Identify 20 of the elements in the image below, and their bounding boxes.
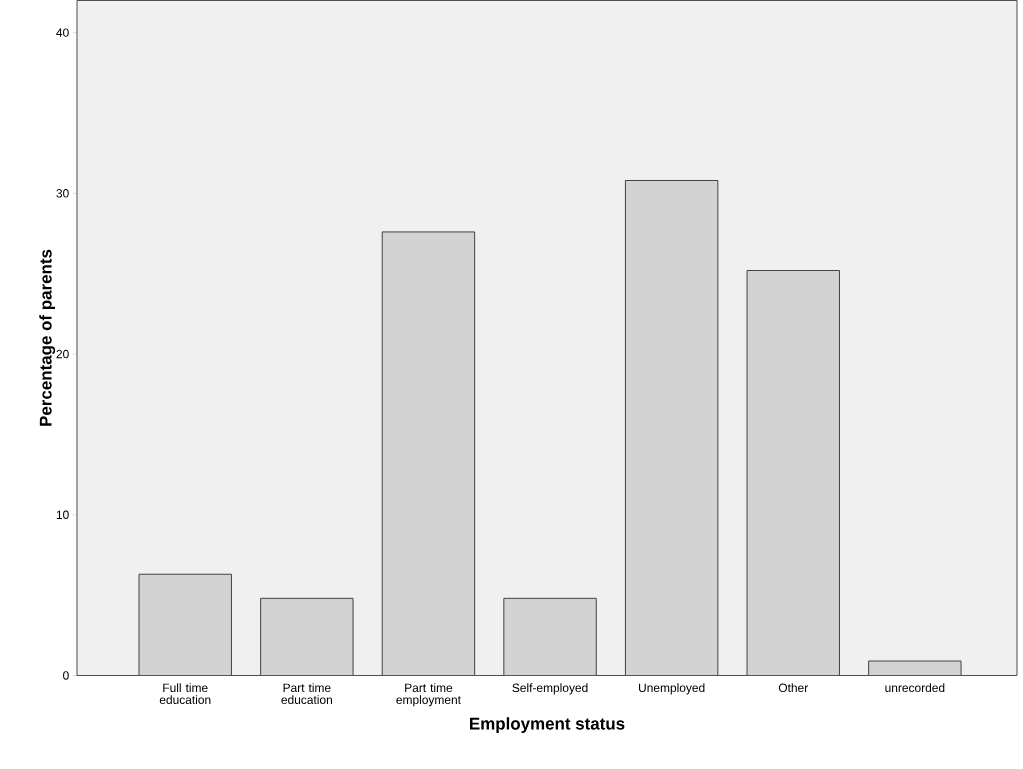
y-tick-label: 10 xyxy=(56,510,69,519)
x-tick-label: Unemployed xyxy=(639,683,705,695)
x-axis-title: Employment status xyxy=(470,716,625,733)
bar xyxy=(747,270,840,676)
x-tick-label: Other xyxy=(778,683,808,692)
bar xyxy=(382,231,475,676)
x-tick-label: Full time education xyxy=(159,683,211,704)
bar xyxy=(625,180,718,676)
bar xyxy=(503,598,597,676)
bar xyxy=(260,598,354,676)
x-tick-label: Part time education xyxy=(281,683,332,704)
y-tick-label: 30 xyxy=(56,188,69,198)
bar xyxy=(139,574,232,676)
y-tick-label: 0 xyxy=(63,671,69,680)
y-tick-label: 40 xyxy=(56,28,69,37)
x-tick-label: unrecorded xyxy=(885,683,945,692)
x-tick-label: Self-employed xyxy=(512,683,588,695)
y-axis-title: Percentage of parents xyxy=(39,249,56,426)
x-tick-label: Part time employment xyxy=(396,683,461,707)
y-tick-label: 20 xyxy=(56,349,69,359)
